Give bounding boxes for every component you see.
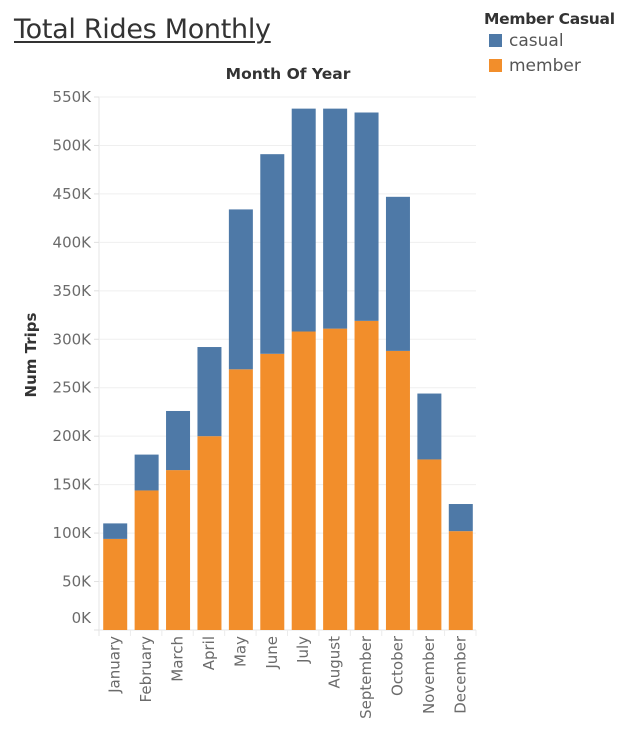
bar-casual-october[interactable] xyxy=(385,196,410,351)
x-tick-label: May xyxy=(231,636,249,667)
legend-item-member[interactable]: member xyxy=(489,53,615,78)
legend-swatch-casual xyxy=(489,34,502,47)
y-tick-label: 350K xyxy=(53,282,93,300)
y-tick-label: 250K xyxy=(53,379,93,397)
x-axis: January February March April May June July Augu… xyxy=(106,630,477,719)
y-axis: 0K 50K 100K 150K 200K 250K 300K 350K 400K 450K 500… xyxy=(53,88,99,631)
y-tick-label: 500K xyxy=(53,136,93,154)
column-header: Month Of Year xyxy=(226,65,351,83)
bar-member-november[interactable] xyxy=(417,459,442,630)
x-tick-label: February xyxy=(137,636,155,703)
legend-title: Member Casual xyxy=(484,10,615,28)
x-tick-label: October xyxy=(388,635,406,696)
y-tick-label: 300K xyxy=(53,330,93,348)
y-tick-label: 150K xyxy=(53,476,93,494)
x-tick-label: June xyxy=(263,636,281,670)
bars xyxy=(103,108,473,630)
x-tick-label: January xyxy=(106,636,124,694)
y-tick-label: 200K xyxy=(53,427,93,445)
bar-member-april[interactable] xyxy=(197,436,222,630)
bar-member-september[interactable] xyxy=(354,320,379,630)
bar-member-october[interactable] xyxy=(385,350,410,630)
bar-casual-may[interactable] xyxy=(228,209,253,370)
bar-member-january[interactable] xyxy=(103,538,128,630)
bar-casual-january[interactable] xyxy=(103,523,128,539)
bar-member-march[interactable] xyxy=(166,470,191,630)
bar-casual-september[interactable] xyxy=(354,112,379,321)
y-tick-label: 400K xyxy=(53,233,93,251)
y-tick-label: 50K xyxy=(62,573,92,591)
bar-member-may[interactable] xyxy=(228,369,253,630)
bar-casual-february[interactable] xyxy=(134,454,159,491)
legend: Member Casual casual member xyxy=(484,10,615,78)
bar-member-june[interactable] xyxy=(260,353,285,630)
x-tick-label: November xyxy=(420,635,438,714)
bar-member-august[interactable] xyxy=(323,328,348,630)
chart-title: Total Rides Monthly xyxy=(14,14,271,45)
x-tick-label: December xyxy=(451,635,469,714)
x-tick-label: April xyxy=(200,636,218,670)
bar-casual-august[interactable] xyxy=(323,108,348,329)
y-tick-label: 450K xyxy=(53,185,93,203)
bar-member-february[interactable] xyxy=(134,490,159,630)
y-tick-label: 550K xyxy=(53,88,93,106)
bar-member-december[interactable] xyxy=(448,531,473,630)
bar-casual-june[interactable] xyxy=(260,154,285,354)
legend-swatch-member xyxy=(489,59,502,72)
x-tick-label: March xyxy=(169,636,187,682)
x-tick-label: July xyxy=(294,636,312,664)
bar-casual-december[interactable] xyxy=(448,504,473,532)
gridlines xyxy=(98,96,476,636)
bar-casual-july[interactable] xyxy=(291,108,316,332)
x-tick-label: August xyxy=(326,636,344,689)
bar-member-july[interactable] xyxy=(291,331,316,630)
y-tick-label: 0K xyxy=(72,609,93,627)
x-tick-label: September xyxy=(357,635,375,719)
bar-casual-march[interactable] xyxy=(166,410,191,471)
bar-casual-april[interactable] xyxy=(197,347,222,437)
legend-item-casual[interactable]: casual xyxy=(489,28,615,53)
y-axis-title: Num Trips xyxy=(22,312,40,397)
y-tick-label: 100K xyxy=(53,524,93,542)
legend-label-casual: casual xyxy=(509,30,564,51)
bar-casual-november[interactable] xyxy=(417,393,442,460)
legend-label-member: member xyxy=(509,55,581,76)
